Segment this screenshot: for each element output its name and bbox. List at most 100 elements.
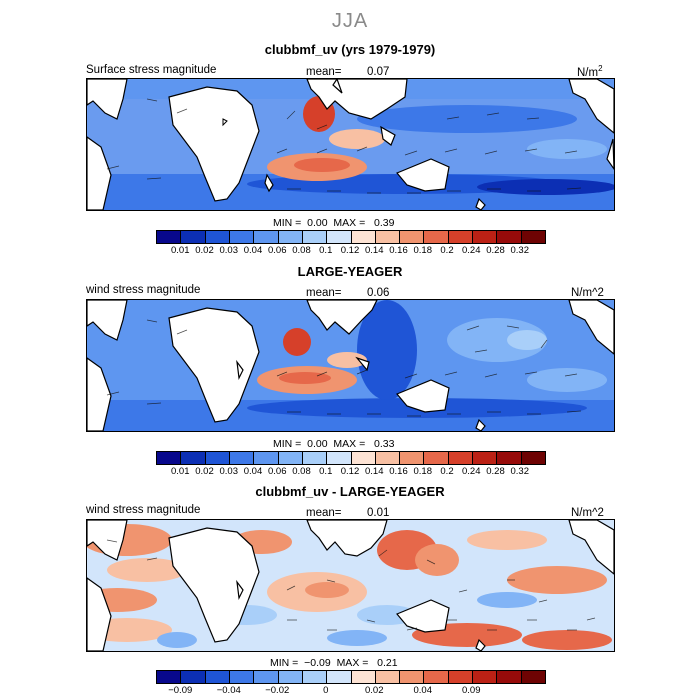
colorbar-tick-label: 0.06 [268, 466, 287, 477]
colorbar-swatch [277, 231, 302, 243]
colorbar-tick-label: 0.04 [243, 466, 263, 477]
colorbar-tick-label: 0.01 [171, 245, 190, 256]
colorbar-swatch [228, 452, 254, 464]
colorbar-tick-label: 0.14 [365, 466, 384, 477]
colorbar-tick-label: 0.08 [292, 245, 311, 256]
panel-1-colorbar [156, 230, 546, 244]
panel-1-colorbar-ticks: 0.01 0.02 0.03 0.04 0.06 0.08 0.1 0.12 0.14 0.16 0… [156, 245, 546, 259]
colorbar-swatch [180, 452, 205, 464]
colorbar-swatch [423, 452, 448, 464]
colorbar-tick-label: 0.04 [243, 245, 263, 256]
colorbar-swatch [350, 452, 375, 464]
panel-3-title: clubbmf_uv - LARGE-YEAGER [255, 484, 445, 499]
colorbar-swatch [180, 671, 205, 683]
panel-3-colorbar-ticks: −0.09 −0.04 −0.02 0 0.02 0.04 0.09 [156, 685, 546, 699]
colorbar-swatch [228, 671, 254, 683]
colorbar-swatch [301, 671, 327, 683]
colorbar-swatch [157, 231, 181, 243]
panel-3-colorbar [156, 670, 546, 684]
colorbar-swatch [447, 452, 473, 464]
panel-1-map [86, 78, 615, 211]
panel-1-minmax: MIN = 0.00 MAX = 0.39 [273, 217, 395, 229]
colorbar-tick-label: 0.12 [340, 466, 360, 477]
colorbar-swatch [374, 231, 400, 243]
colorbar-swatch [374, 671, 400, 683]
colorbar-tick-label: −0.02 [265, 685, 290, 696]
colorbar-swatch [399, 452, 424, 464]
colorbar-tick-label: 0.06 [268, 245, 287, 256]
panel-3-minmax: MIN = −0.09 MAX = 0.21 [270, 657, 398, 669]
panel-2-units: N/m^2 [571, 286, 604, 299]
colorbar-swatch [204, 671, 229, 683]
panel-3-mean-label: mean= [306, 507, 342, 519]
colorbar-swatch [253, 231, 278, 243]
colorbar-tick-label: 0.16 [389, 466, 408, 477]
colorbar-swatch [472, 671, 497, 683]
colorbar-swatch [350, 671, 375, 683]
colorbar-tick-label: 0 [323, 685, 329, 696]
colorbar-tick-label: 0.18 [413, 245, 433, 256]
colorbar-tick-label: 0.16 [389, 245, 408, 256]
panel-2-colorbar [156, 451, 546, 465]
colorbar-swatch [157, 671, 181, 683]
colorbar-tick-label: −0.09 [168, 685, 193, 696]
colorbar-swatch [301, 231, 327, 243]
colorbar-tick-label: 0.1 [319, 245, 333, 256]
panel-2-colorbar-ticks: 0.01 0.02 0.03 0.04 0.06 0.08 0.1 0.12 0.14 0.16 0… [156, 466, 546, 480]
colorbar-swatch [447, 231, 473, 243]
panel-1-mean-label: mean= [306, 66, 342, 78]
colorbar-tick-label: 0.02 [195, 245, 214, 256]
season-title: JJA [331, 10, 369, 32]
colorbar-tick-label: 0.32 [510, 245, 530, 256]
colorbar-swatch [520, 452, 545, 464]
colorbar-tick-label: 0.14 [365, 245, 384, 256]
colorbar-swatch [204, 231, 229, 243]
panel-2-field-label: wind stress magnitude [86, 284, 201, 296]
colorbar-swatch [350, 231, 375, 243]
colorbar-tick-label: 0.18 [413, 466, 433, 477]
panel-2-minmax: MIN = 0.00 MAX = 0.33 [273, 438, 395, 450]
panel-2-title: LARGE-YEAGER [297, 264, 403, 279]
colorbar-tick-label: 0.09 [462, 685, 481, 696]
colorbar-tick-label: 0.02 [195, 466, 214, 477]
panel-3-map [86, 519, 615, 652]
colorbar-tick-label: 0.12 [340, 245, 360, 256]
panel-3-mean-value: 0.01 [367, 507, 390, 519]
colorbar-swatch [228, 231, 254, 243]
colorbar-tick-label: 0.2 [440, 466, 454, 477]
colorbar-tick-label: 0.24 [462, 466, 481, 477]
colorbar-tick-label: 0.03 [219, 245, 239, 256]
colorbar-swatch [253, 452, 278, 464]
colorbar-swatch [180, 231, 205, 243]
colorbar-tick-label: −0.04 [216, 685, 241, 696]
panel-1-title: clubbmf_uv (yrs 1979-1979) [264, 42, 436, 57]
panel-3-units: N/m^2 [571, 506, 604, 519]
colorbar-swatch [277, 452, 302, 464]
colorbar-swatch [520, 231, 545, 243]
panel-1-units: N/m2 [577, 64, 603, 79]
panel-3-field-label: wind stress magnitude [86, 504, 201, 516]
colorbar-tick-label: 0.02 [365, 685, 384, 696]
colorbar-tick-label: 0.2 [440, 245, 454, 256]
colorbar-tick-label: 0.08 [292, 466, 311, 477]
colorbar-swatch [326, 452, 351, 464]
panel-2-mean-value: 0.06 [367, 287, 390, 299]
colorbar-tick-label: 0.03 [219, 466, 239, 477]
panel-2-map [86, 299, 615, 432]
colorbar-swatch [496, 452, 521, 464]
colorbar-swatch [399, 231, 424, 243]
colorbar-tick-label: 0.28 [486, 466, 505, 477]
panel-2-mean-label: mean= [306, 287, 342, 299]
colorbar-tick-label: 0.1 [319, 466, 333, 477]
colorbar-swatch [472, 231, 497, 243]
colorbar-swatch [399, 671, 424, 683]
panel-1-field-label: Surface stress magnitude [86, 64, 217, 76]
colorbar-swatch [374, 452, 400, 464]
colorbar-swatch [326, 671, 351, 683]
colorbar-swatch [423, 671, 448, 683]
colorbar-swatch [447, 671, 473, 683]
colorbar-swatch [496, 671, 521, 683]
colorbar-tick-label: 0.04 [413, 685, 433, 696]
colorbar-swatch [520, 671, 545, 683]
colorbar-swatch [496, 231, 521, 243]
